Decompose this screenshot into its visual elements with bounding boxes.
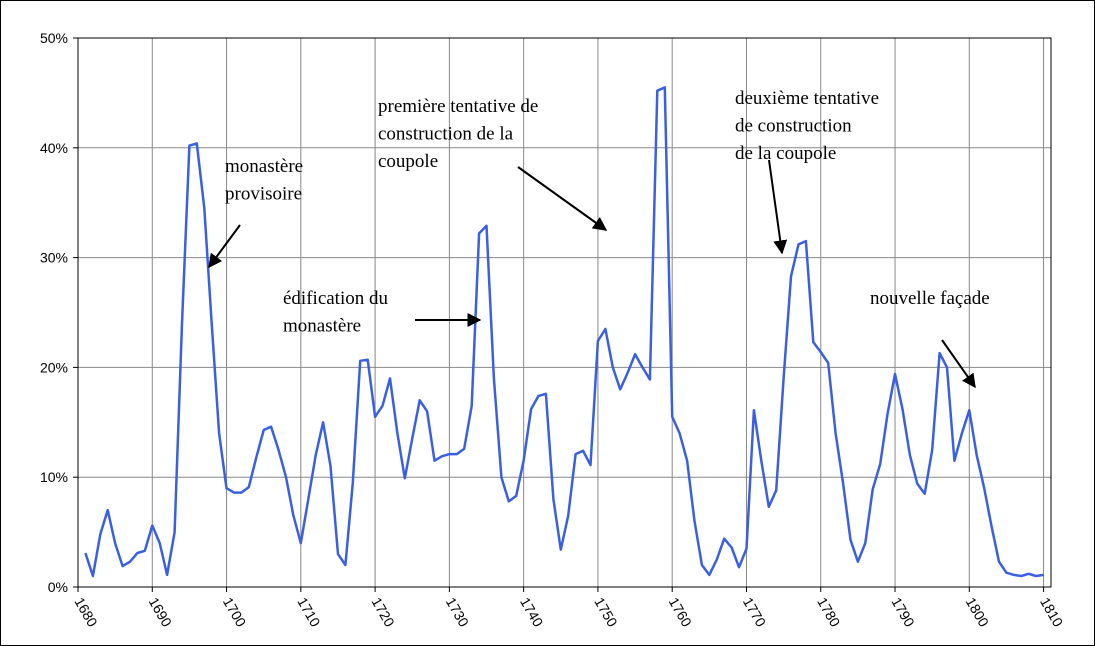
y-tick-label: 50%	[40, 30, 68, 46]
y-tick-label: 20%	[40, 359, 68, 375]
marks	[84, 86, 1044, 578]
annotation: de la coupole	[735, 143, 836, 164]
y-tick-label: 0%	[48, 579, 68, 595]
annotation: édification du	[283, 288, 388, 309]
arrow	[941, 339, 976, 389]
grid	[73, 37, 1052, 592]
arrows	[208, 159, 976, 389]
annotation: monastère	[225, 156, 303, 177]
annotation: de construction	[735, 116, 852, 137]
arrow	[208, 224, 241, 269]
plot-border	[77, 37, 1052, 588]
y-tick-label: 40%	[40, 140, 68, 156]
annotation: première tentative de	[378, 96, 538, 117]
annotation: coupole	[378, 151, 438, 172]
annotation: construction de la	[378, 124, 514, 145]
y-tick-label: 30%	[40, 250, 68, 266]
plot-area	[78, 38, 1051, 587]
arrow	[768, 159, 788, 255]
annotation: nouvelle façade	[870, 288, 990, 309]
annotation: deuxième tentative	[735, 88, 879, 109]
annotation: provisoire	[225, 184, 302, 205]
data-line	[84, 86, 1044, 578]
y-tick-label: 10%	[40, 469, 68, 485]
annotation: monastère	[283, 316, 361, 337]
arrow	[517, 166, 608, 231]
